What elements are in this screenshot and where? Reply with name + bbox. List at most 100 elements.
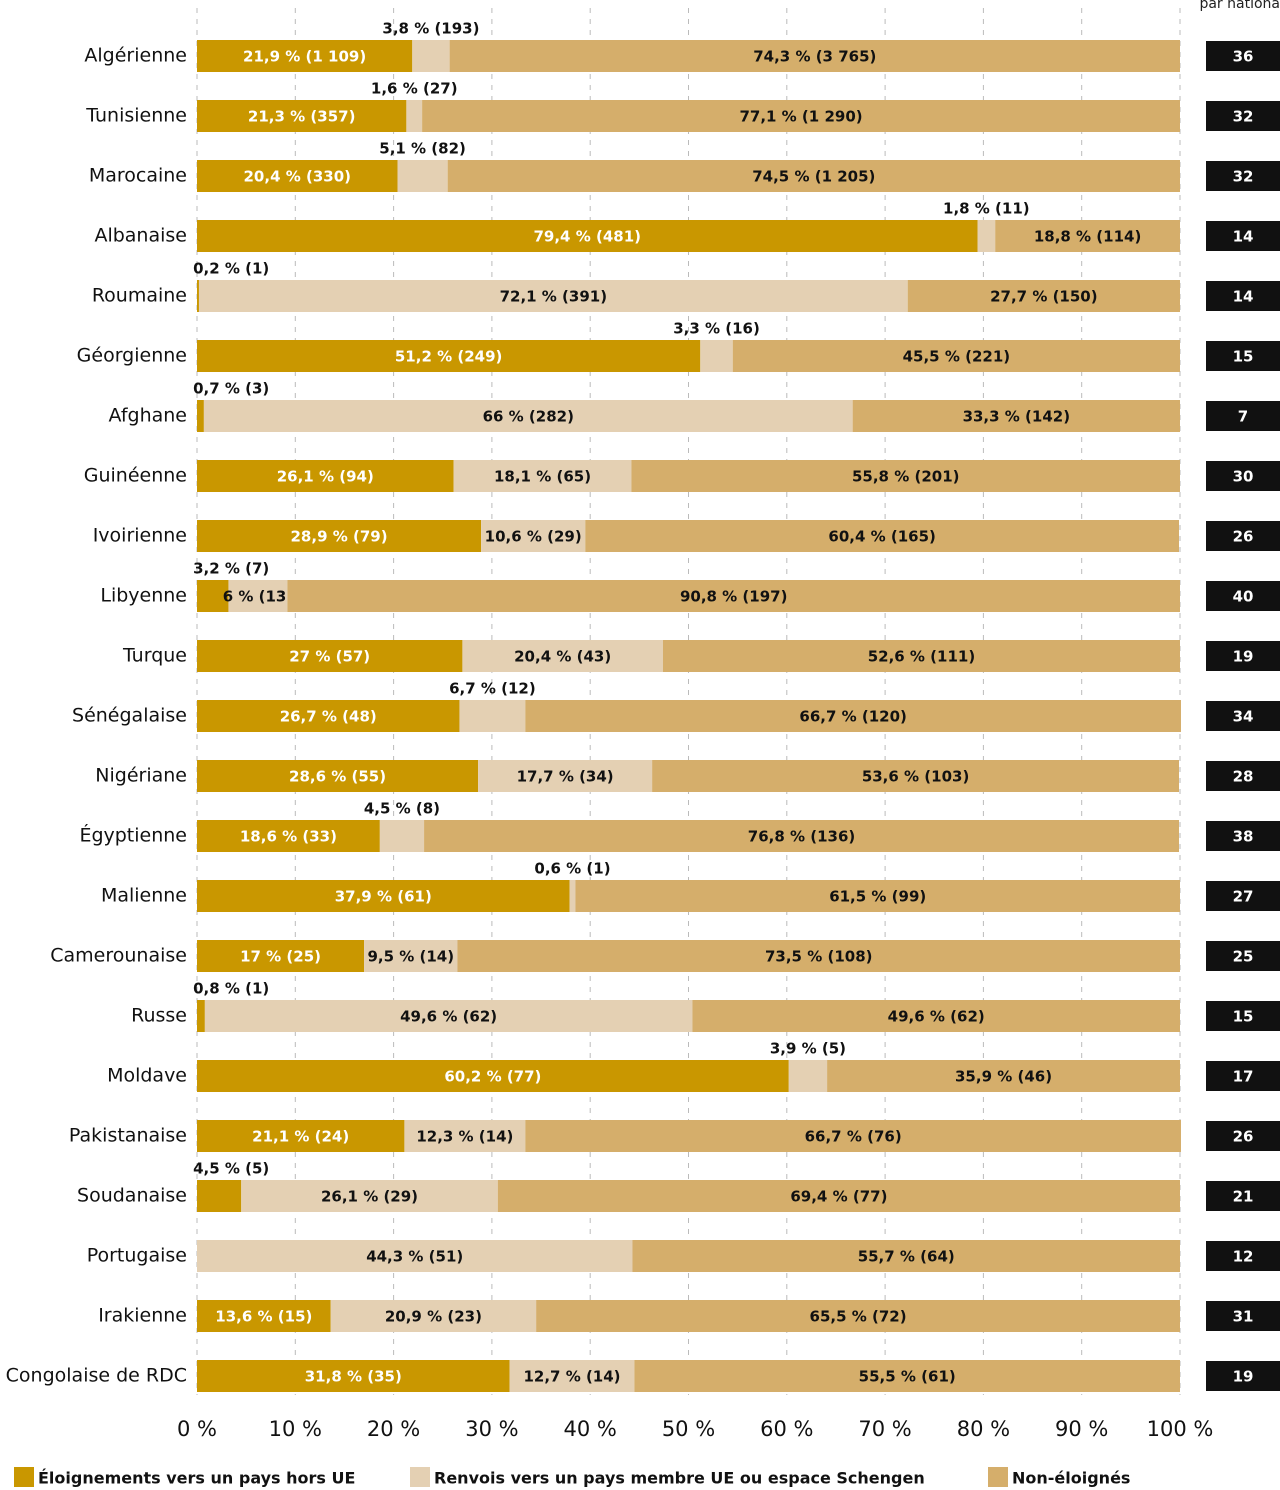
value-label: 49,6 % (62) [888, 1008, 985, 1026]
bar-segment [203, 400, 853, 432]
value-label: 0,6 % (1) [534, 860, 610, 878]
x-tick-label: 70 % [858, 1417, 911, 1441]
bar-segment [536, 1300, 1180, 1332]
value-label: 17 % (25) [240, 948, 321, 966]
bar-segment [379, 820, 425, 852]
count-label: 28 [1233, 768, 1254, 786]
count-box [1206, 341, 1280, 371]
category-label: Afghane [109, 405, 188, 427]
value-label: 6 % (13) [223, 588, 294, 606]
category-label: Irakienne [98, 1305, 187, 1327]
value-label: 28,6 % (55) [289, 768, 386, 786]
bar-segment [197, 880, 570, 912]
value-label: 60,2 % (77) [444, 1068, 541, 1086]
category-label: Nigériane [95, 765, 187, 787]
category-label: Congolaise de RDC [6, 1365, 187, 1387]
bar-segment [977, 220, 996, 252]
x-tick-label: 30 % [465, 1417, 518, 1441]
count-box [1206, 401, 1280, 431]
bar-segment [478, 760, 653, 792]
category-label: Portugaise [87, 1245, 187, 1267]
count-box [1206, 1301, 1280, 1331]
bar-segment [197, 220, 978, 252]
bar-segment [197, 940, 365, 972]
category-label: Algérienne [84, 45, 187, 67]
count-label: 32 [1233, 168, 1254, 186]
bar-segment [197, 1180, 242, 1212]
bar-segment [575, 880, 1180, 912]
value-label: 55,8 % (201) [852, 468, 960, 486]
legend-label: Renvois vers un pays membre UE ou espace… [434, 1469, 925, 1488]
value-label: 1,6 % (27) [371, 80, 458, 98]
bar-segment [197, 100, 407, 132]
value-label: 5,1 % (82) [379, 140, 466, 158]
category-label: Guinéenne [84, 465, 187, 487]
bar-segment [459, 700, 526, 732]
category-label: Marocaine [89, 165, 187, 187]
bar-segment [662, 640, 1180, 672]
value-label: 44,3 % (51) [366, 1248, 463, 1266]
bar-segment [462, 640, 663, 672]
value-label: 35,9 % (46) [955, 1068, 1052, 1086]
count-box [1206, 41, 1280, 71]
legend-swatch [14, 1467, 34, 1487]
bar-segment [287, 580, 1180, 612]
category-label: Roumaine [92, 285, 187, 307]
value-label: 0,8 % (1) [193, 980, 269, 998]
bar-segment [330, 1300, 537, 1332]
value-label: 0,7 % (3) [193, 380, 269, 398]
bar-segment [634, 1360, 1180, 1392]
value-label: 26,1 % (94) [277, 468, 374, 486]
value-label: 12,3 % (14) [416, 1128, 513, 1146]
bar-segment [197, 1360, 510, 1392]
bar-segment [197, 1120, 405, 1152]
category-label: Géorgienne [77, 345, 187, 367]
bar-segment [197, 160, 398, 192]
bar-segment [424, 820, 1180, 852]
count-label: 36 [1233, 48, 1254, 66]
value-label: 12,7 % (14) [523, 1368, 620, 1386]
legend-swatch [988, 1467, 1008, 1487]
bar-segment [197, 280, 199, 312]
count-box [1206, 581, 1280, 611]
value-label: 51,2 % (249) [395, 348, 503, 366]
count-box [1206, 521, 1280, 551]
bar-segment [422, 100, 1180, 132]
count-label: 17 [1233, 1068, 1254, 1086]
legend-swatch [410, 1467, 430, 1487]
bar-segment [197, 520, 482, 552]
bar-segment [788, 1060, 828, 1092]
bar-segment [404, 1120, 526, 1152]
value-label: 4,5 % (8) [364, 800, 440, 818]
value-label: 1,8 % (11) [943, 200, 1030, 218]
value-label: 27 % (57) [289, 648, 370, 666]
bar-segment [995, 220, 1180, 252]
bar-segment [907, 280, 1180, 312]
bar-segment [497, 1180, 1181, 1212]
count-box [1206, 941, 1280, 971]
category-label: Turque [122, 645, 187, 667]
category-label: Soudanaise [77, 1185, 187, 1207]
bar-segment [406, 100, 423, 132]
bar-segment [449, 40, 1181, 72]
value-label: 52,6 % (111) [868, 648, 976, 666]
count-box [1206, 1001, 1280, 1031]
count-box [1206, 701, 1280, 731]
value-label: 45,5 % (221) [903, 348, 1011, 366]
category-label: Pakistanaise [69, 1125, 187, 1147]
value-label: 49,6 % (62) [400, 1008, 497, 1026]
bar-segment [197, 460, 454, 492]
value-label: 18,1 % (65) [494, 468, 591, 486]
value-label: 18,8 % (114) [1034, 228, 1142, 246]
bar-segment [197, 820, 380, 852]
category-label: Libyenne [100, 585, 187, 607]
bar-segment [197, 340, 701, 372]
count-box [1206, 1361, 1280, 1391]
count-label: 19 [1233, 648, 1254, 666]
value-label: 18,6 % (33) [240, 828, 337, 846]
bar-segment [525, 1120, 1181, 1152]
bar-segment [241, 1180, 498, 1212]
count-box [1206, 1241, 1280, 1271]
bar-segment [585, 520, 1180, 552]
count-box [1206, 1121, 1280, 1151]
